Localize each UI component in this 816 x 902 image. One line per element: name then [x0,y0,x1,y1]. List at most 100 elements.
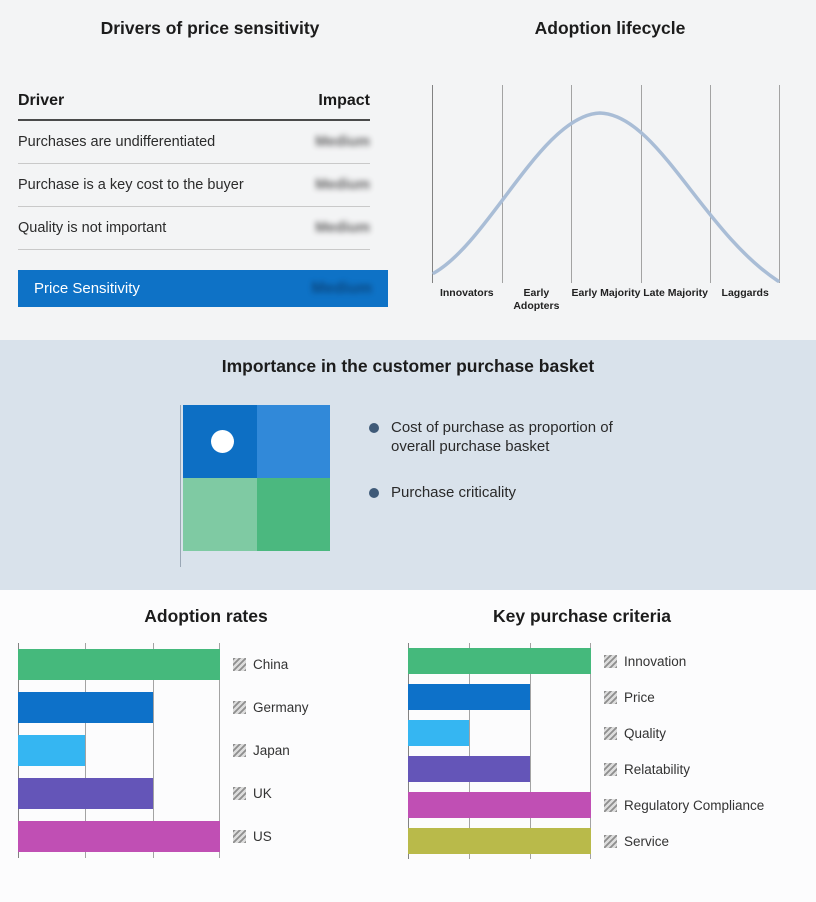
gridline [710,85,712,283]
matrix-cell-top-left [183,405,257,478]
legend-label: Quality [624,725,667,741]
stage-label: Early Adopters [513,287,560,312]
legend-label: Price [624,689,655,705]
bars-container [18,643,220,858]
bullet-item: Purchase criticality [369,483,639,502]
gridline [529,643,531,859]
bar-innovation [408,648,591,674]
bar-row [408,715,591,751]
bar-row [408,751,591,787]
adoption-rates-title: Adoption rates [144,606,268,626]
legend-item-germany: Germany [233,686,394,729]
key-purchase-criteria-chart: Key purchase criteria Innovation Price Qua… [408,606,800,859]
bullet-item: Cost of purchase as proportion of overal… [369,418,639,456]
hatched-swatch-icon [233,658,246,671]
drivers-table: Driver Impact Purchases are undifferenti… [18,92,370,250]
bullet-dot-icon [369,423,379,433]
bullet-text: Purchase criticality [391,484,517,502]
gridline [779,85,780,283]
legend-item-price: Price [604,679,800,715]
bottom-band: Adoption rates China Germany Japan UK US Key… [0,590,816,902]
legend-item-service: Service [604,823,800,859]
hatched-swatch-icon [604,726,617,740]
driver-cell: Quality is not important [18,220,167,236]
bar-quality [408,720,469,746]
gridline [219,643,220,858]
column-header-impact: Impact [318,92,370,109]
bar-row [18,729,220,772]
axis-line [408,643,409,859]
legend-item-us: US [233,815,394,858]
bar-row [408,643,591,679]
bar-plot [18,643,220,858]
bar-row [408,679,591,715]
gridline [468,643,470,859]
hatched-swatch-icon [233,787,246,800]
price-sensitivity-label: Price Sensitivity [34,280,140,297]
bar-uk [18,778,153,809]
legend-label: Germany [253,700,309,715]
stage-label: Late Majority [643,287,708,299]
bar-row [18,815,220,858]
legend-label: Regulatory Compliance [624,797,765,813]
gridline [590,643,591,859]
gridline [640,85,642,283]
hatched-swatch-icon [233,830,246,843]
legend-item-japan: Japan [233,729,394,772]
hatched-swatch-icon [233,701,246,714]
bar-price [408,684,530,710]
matrix-cell-top-right [256,405,330,478]
legend-item-quality: Quality [604,715,800,751]
legend-label: Service [624,833,670,849]
stage-label: Early Majority [571,287,641,299]
bar-row [408,787,591,823]
bar-us [18,821,220,852]
drivers-section-title: Drivers of price sensitivity [100,18,320,38]
gridline [85,643,87,858]
basket-bullet-list: Cost of purchase as proportion of overal… [369,418,639,503]
hatched-swatch-icon [604,654,617,668]
bar-plot [408,643,591,859]
adoption-rates-chart: Adoption rates China Germany Japan UK US [18,606,394,858]
bars-container [408,643,591,859]
bar-row [18,772,220,815]
hatched-swatch-icon [604,762,617,776]
drivers-table-header: Driver Impact [18,92,370,121]
matrix-cell-bottom-right [256,478,330,551]
legend-item-innovation: Innovation [604,643,800,679]
chart-body: China Germany Japan UK US [18,643,394,858]
legend-label: China [253,657,289,672]
table-row: Purchases are undifferentiated Medium [18,121,370,164]
impact-cell-redacted: Medium [315,220,370,236]
bar-row [18,686,220,729]
legend-item-china: China [233,643,394,686]
chart-body: Innovation Price Quality Relatability Regula… [408,643,800,859]
legend-label: Innovation [624,653,687,669]
hatched-swatch-icon [604,834,617,848]
matrix-axis-line [180,405,181,567]
legend-item-regulatory-compliance: Regulatory Compliance [604,787,800,823]
key-purchase-criteria-title: Key purchase criteria [492,606,671,626]
impact-cell-redacted: Medium [311,279,372,297]
bar-germany [18,692,153,723]
chart-legend: Innovation Price Quality Relatability Regula… [604,643,800,859]
bar-relatability [408,756,530,782]
bullet-text: Cost of purchase as proportion of overal… [391,419,613,456]
price-sensitivity-highlight-row: Price Sensitivity Medium [18,270,388,307]
purchase-basket-band: Importance in the customer purchase bask… [0,340,816,590]
lifecycle-section-title: Adoption lifecycle [534,18,686,38]
hatched-swatch-icon [604,798,617,812]
bar-service [408,828,591,854]
bar-regulatory-compliance [408,792,591,818]
bar-china [18,649,220,680]
bar-row [408,823,591,859]
legend-label: Relatability [624,761,691,777]
stage-label: Laggards [721,287,769,299]
bar-japan [18,735,86,766]
legend-label: US [253,829,272,844]
purchase-basket-matrix [183,405,330,551]
column-header-driver: Driver [18,92,65,109]
legend-item-relatability: Relatability [604,751,800,787]
matrix-cell-bottom-left [183,478,257,551]
